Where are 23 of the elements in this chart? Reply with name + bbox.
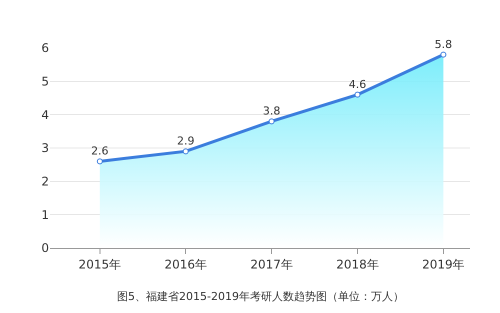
point: [182, 148, 189, 154]
data-label: 2.6: [91, 144, 109, 158]
x-tick-label: 2018年: [336, 257, 379, 272]
data-label: 4.6: [348, 78, 366, 91]
y-tick-label: 4: [41, 108, 49, 122]
x-tick-label: 2015年: [78, 257, 122, 272]
y-tick-label: 1: [41, 208, 49, 222]
x-tick-label: 2016年: [164, 257, 207, 272]
y-tick-label: 6: [41, 41, 49, 56]
data-label: 2.9: [176, 134, 194, 148]
y-tick-label: 5: [41, 74, 49, 89]
point: [96, 158, 103, 164]
x-tick-label: 2019年: [422, 257, 465, 272]
x-tick-label: 2017年: [250, 257, 293, 272]
data-label: 5.8: [434, 38, 452, 51]
point: [440, 52, 446, 58]
y-tick-label: 2: [41, 174, 49, 189]
point: [354, 92, 360, 98]
data-label: 3.8: [262, 104, 280, 118]
y-tick-label: 3: [41, 141, 49, 156]
y-tick-label: 0: [41, 241, 49, 256]
point: [268, 118, 275, 124]
caption: 图5、福建省2015-2019年考研人数趋势图（单位：万人）: [117, 290, 404, 303]
